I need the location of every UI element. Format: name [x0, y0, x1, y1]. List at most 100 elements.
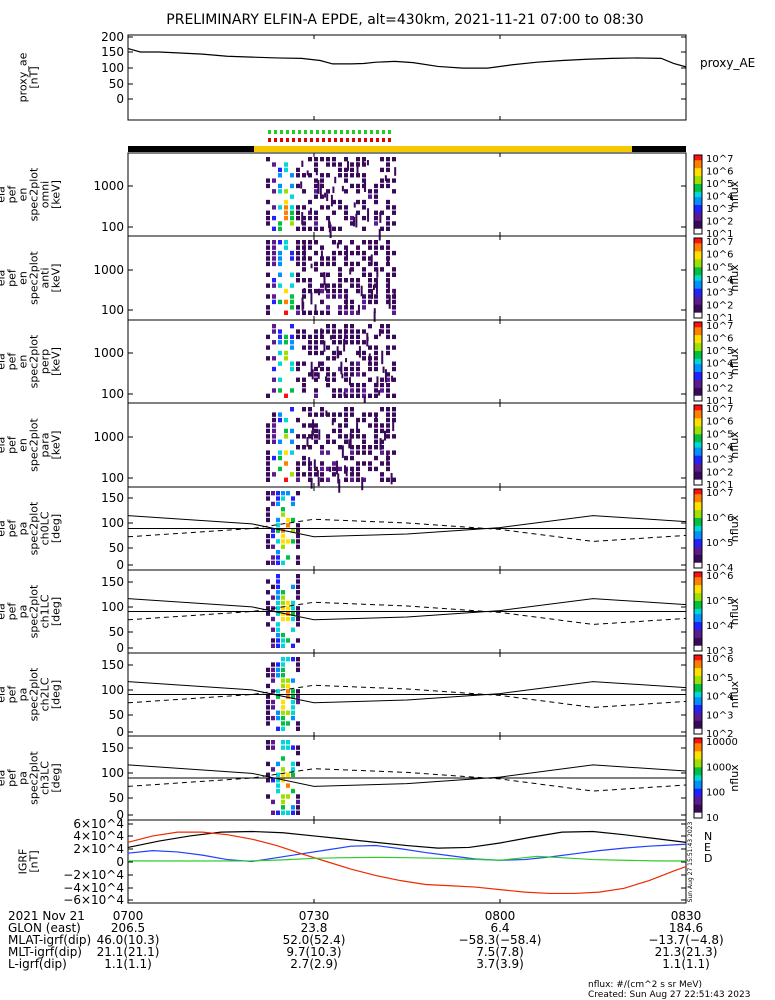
spectrogram-cell: [374, 350, 378, 356]
spectrogram-cell: [356, 283, 360, 288]
spectrogram-cell: [314, 434, 318, 439]
colorbar-tick-label: 10^3: [706, 204, 733, 215]
colorbar-swatch: [694, 415, 702, 419]
spectrogram-cell: [386, 412, 390, 417]
spectrogram-cell: [343, 338, 346, 352]
spectrogram-cell: [344, 372, 348, 377]
spectrogram-cell: [281, 745, 285, 750]
colorbar-swatch: [694, 165, 702, 169]
spectrogram-cell: [326, 345, 330, 350]
anti-loss-cone-line: [127, 601, 687, 625]
spectrogram-cell: [314, 250, 318, 256]
spectrogram-cell: [362, 388, 366, 393]
spectrogram-cell: [276, 590, 280, 595]
spectrogram-cell: [290, 388, 294, 393]
colorbar-swatch: [694, 804, 702, 808]
spectrogram-cell: [374, 356, 378, 361]
spectrogram-cell: [374, 428, 378, 434]
spectrogram-cell: [356, 461, 360, 466]
colorbar-swatch: [694, 421, 702, 425]
spectrogram-cell: [368, 377, 372, 382]
spectrogram-cell: [329, 335, 332, 340]
colorbar-swatch: [694, 507, 702, 511]
colorbar-swatch: [694, 786, 702, 790]
colorbar-swatch: [694, 635, 702, 639]
spectrogram-cell: [266, 745, 270, 750]
spectrogram-cell: [362, 173, 366, 178]
spectrogram-cell: [296, 528, 300, 533]
spectrogram-cell: [296, 638, 300, 643]
spectrogram-cell: [291, 805, 295, 810]
colorbar-frame: [693, 154, 703, 235]
spectrogram-cell: [272, 366, 276, 372]
spectrogram-cell: [302, 407, 306, 412]
spectrogram-cell: [384, 175, 387, 182]
ephemeris-row-label: MLAT-igrf(dip): [8, 933, 91, 947]
y-tick-label: −4×10^4: [63, 881, 124, 895]
spectrogram-cell: [266, 715, 270, 721]
spectrogram-cell: [290, 439, 294, 444]
y-axis-label: ela: [0, 603, 8, 620]
sector-marker-green: [286, 130, 289, 134]
spectrogram-cell: [382, 366, 385, 373]
spectrogram-cell: [356, 434, 360, 439]
spectrogram-cell: [302, 377, 306, 382]
spectrogram-cell: [291, 678, 295, 683]
spectrogram-cell: [392, 450, 396, 455]
colorbar-tick-label: 1000: [706, 762, 731, 773]
colorbar-swatch: [694, 393, 702, 397]
spectrogram-cell: [296, 616, 300, 622]
spectrogram-cell: [344, 328, 347, 335]
spectrogram-cell: [326, 377, 330, 382]
spectrogram-cell: [332, 283, 336, 288]
spectrogram-cell: [356, 361, 360, 366]
spectrogram-cell: [374, 466, 378, 472]
spectrogram-cell: [380, 461, 384, 466]
spectrogram-cell: [356, 422, 359, 430]
spectrogram-cell: [281, 678, 285, 683]
spectrogram-cell: [272, 455, 276, 461]
spectrogram-cell: [308, 215, 312, 221]
spectrogram-cell: [302, 455, 306, 461]
spectrogram-cell: [356, 288, 360, 294]
spectrogram-cell: [301, 160, 304, 167]
spectrogram-cell: [276, 778, 280, 783]
spectrogram-cell: [356, 450, 360, 455]
spectrogram-cell: [386, 428, 390, 434]
anti-loss-cone-line: [127, 518, 687, 542]
spectrogram-cell: [368, 278, 372, 283]
legend-entry: N: [704, 830, 712, 843]
spectrogram-cell: [290, 294, 294, 299]
spectrogram-cell: [314, 194, 318, 199]
spectrogram-cell: [276, 638, 280, 643]
colorbar-swatch: [694, 372, 702, 376]
sector-marker-red: [364, 138, 367, 142]
colorbar-swatch: [694, 332, 702, 336]
spectrogram-cell: [310, 292, 313, 305]
spectrogram-cell: [332, 250, 336, 256]
colorbar-swatch: [694, 405, 702, 409]
colorbar-swatch: [694, 660, 702, 664]
colorbar-swatch: [694, 802, 702, 806]
spectrogram-cell: [320, 361, 324, 366]
spectrogram-cell: [284, 461, 288, 466]
spectrogram-cell: [338, 272, 342, 277]
colorbar-swatch: [694, 350, 702, 355]
spectrogram-cell: [362, 439, 366, 444]
spectrogram-cell: [314, 226, 318, 231]
colorbar-swatch: [694, 791, 702, 795]
spectrogram-cell: [371, 289, 374, 299]
spectrogram-cell: [344, 388, 348, 393]
colorbar-swatch: [694, 280, 702, 284]
spectrogram-cell: [356, 350, 360, 356]
colorbar-swatch: [694, 603, 702, 607]
colorbar-swatch: [694, 520, 702, 524]
ephemeris-value: 7.5(7.8): [476, 945, 524, 959]
spectrogram-cell: [323, 340, 326, 352]
colorbar-swatch: [694, 600, 702, 605]
colorbar-swatch: [694, 726, 702, 730]
colorbar-swatch: [694, 160, 702, 164]
colorbar-swatch: [694, 178, 702, 182]
spectrogram-cell: [386, 461, 390, 466]
